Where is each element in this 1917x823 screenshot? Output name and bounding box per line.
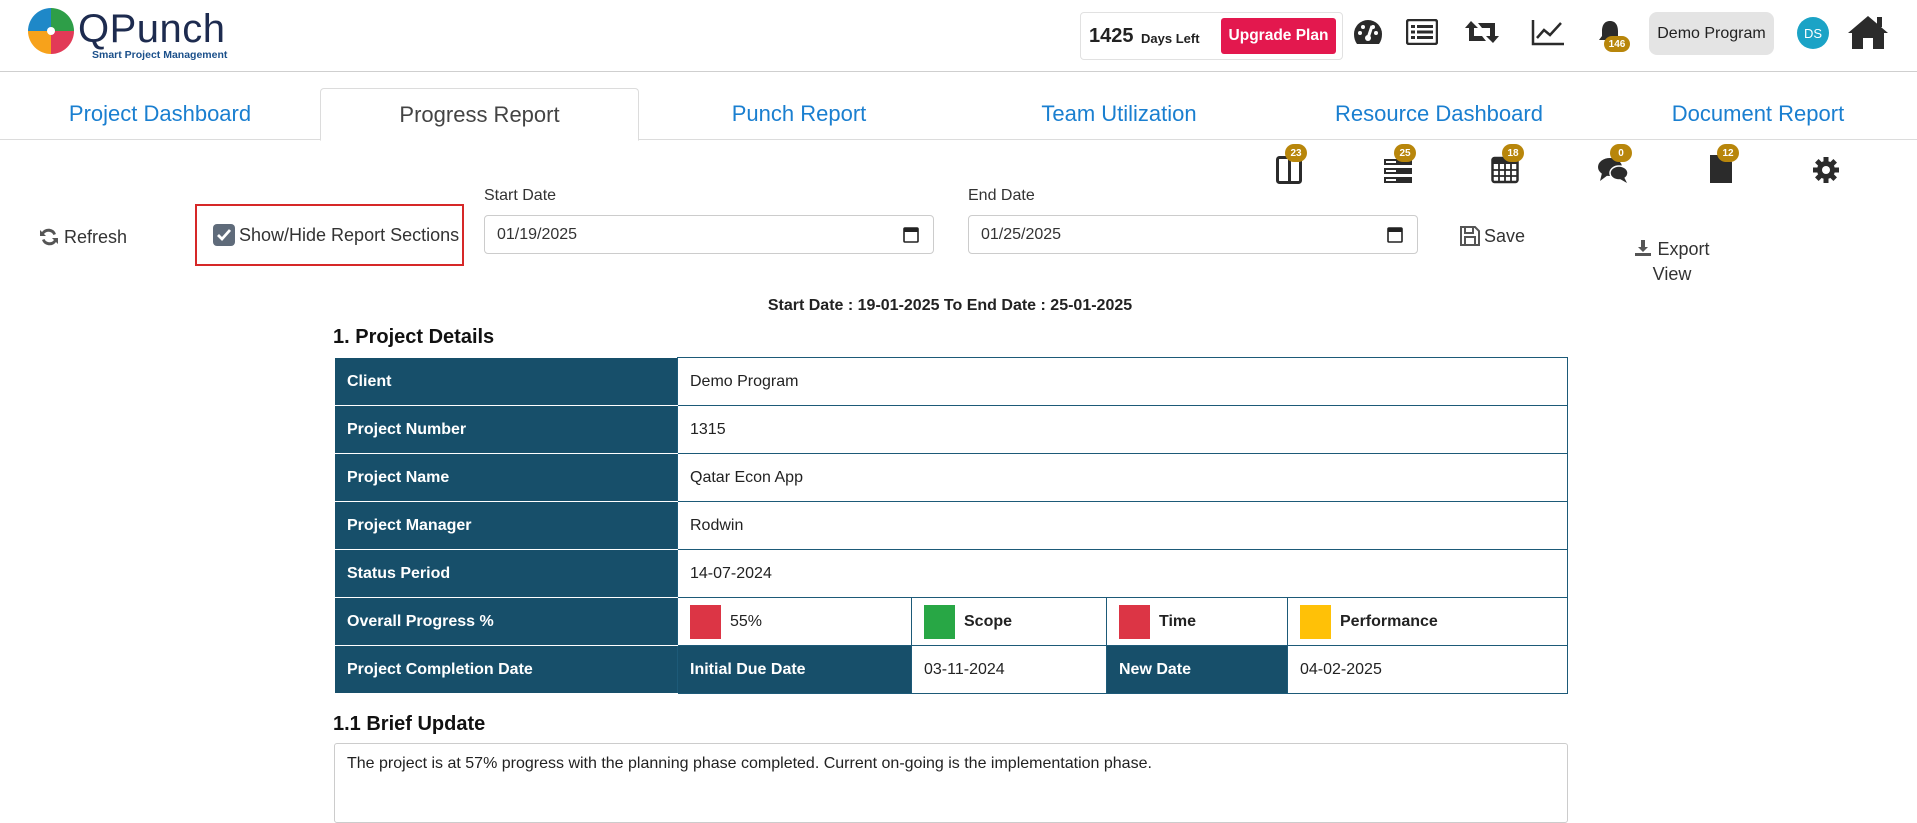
brief-update-text[interactable]: The project is at 57% progress with the … (334, 743, 1568, 823)
client-value: Demo Program (677, 357, 1568, 406)
end-date-label: End Date (968, 187, 1035, 204)
status-period-label: Status Period (334, 549, 678, 598)
new-date-label: New Date (1106, 645, 1288, 694)
end-date-input[interactable]: 01/25/2025 (968, 215, 1418, 254)
performance-cell: Performance (1287, 597, 1568, 646)
top-header: QPunch Smart Project Management 1425 Day… (0, 0, 1917, 72)
show-hide-label: Show/Hide Report Sections (239, 224, 460, 245)
project-details-table: Client Demo Program Project Number 1315 … (334, 357, 1568, 694)
upgrade-plan-button[interactable]: Upgrade Plan (1221, 18, 1336, 54)
initial-due-date-value: 03-11-2024 (911, 645, 1107, 694)
scope-cell: Scope (911, 597, 1107, 646)
export-view-button[interactable]: Export View (1612, 218, 1732, 294)
home-icon[interactable] (1846, 10, 1890, 54)
retweet-icon[interactable] (1464, 14, 1500, 50)
save-disk-icon (1460, 226, 1480, 246)
document-badge: 12 (1717, 144, 1739, 162)
report-period-text: Start Date : 19-01-2025 To End Date : 25… (767, 297, 1133, 314)
tab-team-utilization[interactable]: Team Utilization (1041, 101, 1197, 126)
table-row: Project Number 1315 (334, 405, 1568, 454)
user-avatar[interactable]: DS (1797, 17, 1829, 49)
scope-label: Scope (964, 612, 1013, 630)
logo-text: QPunch (78, 7, 226, 51)
progress-status-swatch (690, 604, 721, 639)
show-hide-sections-toggle[interactable]: Show/Hide Report Sections (195, 204, 464, 266)
logo-subtitle: Smart Project Management (92, 49, 228, 61)
dashboard-gauge-icon[interactable] (1350, 14, 1386, 50)
project-number-value: 1315 (677, 405, 1568, 454)
overall-progress-value: 55% (730, 612, 763, 630)
checkbox-checked-icon[interactable] (213, 224, 235, 246)
calendar-picker-icon[interactable] (1387, 226, 1403, 243)
line-chart-icon[interactable] (1530, 14, 1566, 50)
list-view-icon[interactable] (1404, 14, 1440, 50)
tab-progress-report[interactable]: Progress Report (320, 88, 639, 141)
project-manager-value: Rodwin (677, 501, 1568, 550)
days-left-box: 1425 Days Left Upgrade Plan (1080, 12, 1343, 60)
tab-resource-dashboard[interactable]: Resource Dashboard (1335, 101, 1543, 126)
report-tabs: Project Dashboard Progress Report Punch … (0, 88, 1917, 141)
table-row: Project Name Qatar Econ App (334, 453, 1568, 502)
section-brief-update-title: 1.1 Brief Update (333, 713, 486, 735)
refresh-label: Refresh (63, 226, 127, 247)
export-label-line2: View (1652, 264, 1692, 284)
server-stack-badge: 25 (1394, 144, 1416, 162)
qpunch-logo[interactable]: QPunch Smart Project Management (26, 6, 266, 62)
client-label: Client (334, 357, 678, 406)
save-label: Save (1484, 225, 1526, 246)
tab-punch-report[interactable]: Punch Report (731, 101, 867, 126)
project-name-value: Qatar Econ App (677, 453, 1568, 502)
completion-date-label: Project Completion Date (334, 645, 678, 694)
project-name-label: Project Name (334, 453, 678, 502)
gear-icon[interactable] (1808, 150, 1844, 184)
section-project-details-title: 1. Project Details (333, 326, 495, 348)
save-button[interactable]: Save (1452, 219, 1526, 253)
program-selector-button[interactable]: Demo Program (1649, 12, 1774, 55)
calendar-picker-icon[interactable] (903, 226, 919, 243)
comments-badge: 0 (1610, 144, 1632, 162)
download-icon (1635, 240, 1652, 256)
start-date-value: 01/19/2025 (497, 225, 578, 243)
overall-progress-cell: 55% (677, 597, 912, 646)
time-cell: Time (1106, 597, 1288, 646)
initial-due-date-label: Initial Due Date (677, 645, 912, 694)
end-date-value: 01/25/2025 (981, 225, 1062, 243)
project-manager-label: Project Manager (334, 501, 678, 550)
table-row: Project Manager Rodwin (334, 501, 1568, 550)
comments-icon[interactable] (1595, 150, 1631, 184)
overall-progress-label: Overall Progress % (334, 597, 678, 646)
new-date-value: 04-02-2025 (1287, 645, 1568, 694)
logo-mark-icon (28, 8, 74, 54)
performance-status-swatch (1300, 604, 1331, 639)
scope-status-swatch (924, 604, 955, 639)
start-date-label: Start Date (484, 187, 557, 204)
refresh-button[interactable]: Refresh (30, 220, 127, 254)
performance-label: Performance (1340, 612, 1438, 630)
table-row: Project Completion Date Initial Due Date… (334, 645, 1568, 694)
time-status-swatch (1119, 604, 1150, 639)
server-stack-icon[interactable] (1380, 150, 1416, 184)
refresh-icon (39, 228, 58, 246)
tab-document-report[interactable]: Document Report (1671, 101, 1845, 126)
project-number-label: Project Number (334, 405, 678, 454)
table-row: Client Demo Program (334, 357, 1568, 406)
notification-badge: 146 (1604, 36, 1630, 52)
table-row: Overall Progress % 55% Scope Time Perfor… (334, 597, 1568, 646)
start-date-input[interactable]: 01/19/2025 (484, 215, 934, 254)
tab-project-dashboard[interactable]: Project Dashboard (68, 101, 252, 126)
export-label-line1: Export (1657, 239, 1710, 259)
table-row: Status Period 14-07-2024 (334, 549, 1568, 598)
time-label: Time (1159, 612, 1197, 630)
days-left-count: 1425 (1089, 25, 1134, 47)
tablet-badge: 23 (1285, 144, 1307, 162)
days-left-label: Days Left (1141, 31, 1200, 46)
status-period-value: 14-07-2024 (677, 549, 1568, 598)
calendar-badge: 18 (1502, 144, 1524, 162)
